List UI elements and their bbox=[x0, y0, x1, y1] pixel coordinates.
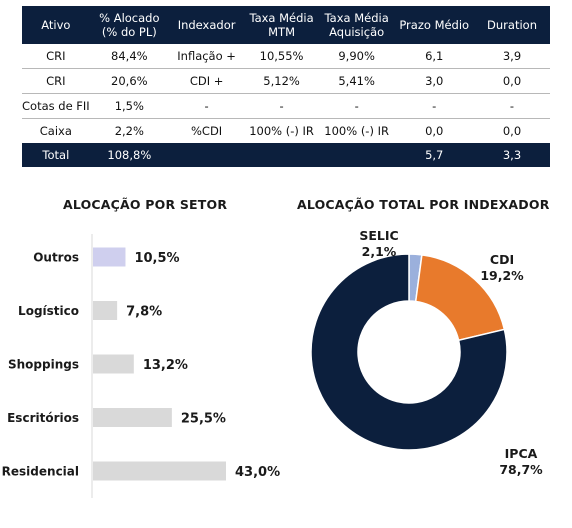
header-taxa-aquisicao: Taxa Média Aquisição bbox=[318, 6, 395, 44]
donut-slice-value-label: 78,7% bbox=[499, 462, 543, 477]
table-cell: 0,0 bbox=[474, 68, 550, 94]
table-cell: - bbox=[244, 93, 319, 119]
bar-value-label: 10,5% bbox=[134, 251, 179, 266]
table-header-row: Ativo % Alocado (% do PL) Indexador Taxa … bbox=[22, 6, 550, 44]
header-taxa-mtm: Taxa Média MTM bbox=[244, 6, 319, 44]
table-cell: 84,4% bbox=[89, 44, 169, 69]
bar-category-label: Outros bbox=[33, 251, 79, 265]
total-cell bbox=[168, 143, 245, 167]
header-alocado: % Alocado (% do PL) bbox=[89, 6, 169, 44]
bar-residencial bbox=[93, 461, 226, 481]
bar-outros bbox=[93, 247, 126, 267]
bar-value-label: 13,2% bbox=[143, 358, 188, 373]
bar-category-label: Escritórios bbox=[7, 411, 79, 425]
bar-shoppings bbox=[93, 354, 134, 374]
donut-slice-ipca bbox=[310, 253, 508, 451]
header-duration: Duration bbox=[474, 6, 550, 44]
table-cell: 0,0 bbox=[425, 124, 444, 138]
donut-slice-value-label: 19,2% bbox=[480, 268, 524, 283]
bar-category-label: Residencial bbox=[2, 465, 79, 479]
donut-slice-name-label: IPCA bbox=[505, 446, 538, 461]
header-prazo-medio: Prazo Médio bbox=[394, 6, 475, 44]
table-cell: CRI bbox=[22, 68, 90, 94]
total-cell: Total bbox=[22, 143, 90, 167]
header-indexador: Indexador bbox=[168, 6, 245, 44]
bar-escritórios bbox=[93, 408, 172, 427]
table-cell: Inflação + bbox=[168, 44, 245, 69]
sector-bar-chart: Outros 10,5% Logístico 7,8% Shoppings 13,2% Es… bbox=[2, 234, 280, 498]
table-cell: CRI bbox=[22, 44, 90, 69]
total-cell: 5,7 bbox=[394, 143, 475, 167]
table-cell: 5,41% bbox=[318, 68, 395, 94]
bar-value-label: 43,0% bbox=[235, 465, 280, 480]
total-cell: 3,3 bbox=[474, 143, 550, 167]
table-cell: 100% (-) IR bbox=[324, 124, 389, 138]
table-cell: 6,1 bbox=[394, 44, 475, 69]
header-ativo: Ativo bbox=[22, 6, 90, 44]
bar-logístico bbox=[93, 301, 118, 320]
table-cell: 3,0 bbox=[394, 68, 475, 94]
table-cell: %CDI bbox=[190, 124, 223, 138]
table-cell: 9,90% bbox=[318, 44, 395, 69]
table-total-row: Total 108,8% 5,7 3,3 bbox=[22, 143, 550, 167]
table-cell: CDI + bbox=[168, 68, 245, 94]
donut-slice-name-label: SELIC bbox=[359, 228, 398, 243]
bar-value-label: 7,8% bbox=[126, 305, 162, 320]
bar-category-label: Shoppings bbox=[8, 358, 79, 372]
table-cell: - bbox=[474, 93, 550, 119]
bar-chart-title: ALOCAÇÃO POR SETOR bbox=[63, 197, 228, 212]
table-cell: - bbox=[168, 93, 245, 119]
table-cell: 1,5% bbox=[89, 93, 169, 119]
table-cell: 100% (-) IR bbox=[249, 124, 314, 138]
table-row: CRI 84,4% Inflação + 10,55% 9,90% 6,1 3,… bbox=[22, 44, 550, 69]
table-cell: - bbox=[318, 93, 395, 119]
table-cell: 3,9 bbox=[474, 44, 550, 69]
total-cell bbox=[244, 143, 319, 167]
table-cell: 0,0 bbox=[502, 124, 522, 138]
table-cell: Caixa bbox=[39, 124, 72, 138]
total-cell: 108,8% bbox=[89, 143, 169, 167]
donut-slice-name-label: CDI bbox=[490, 252, 514, 267]
bar-category-label: Logístico bbox=[18, 304, 79, 318]
total-cell bbox=[318, 143, 395, 167]
bar-value-label: 25,5% bbox=[181, 412, 226, 427]
allocation-table: Ativo % Alocado (% do PL) Indexador Taxa … bbox=[22, 6, 550, 167]
table-cell: 5,12% bbox=[244, 68, 319, 94]
donut-chart-title: ALOCAÇÃO TOTAL POR INDEXADOR bbox=[297, 197, 550, 212]
table-cell: 10,55% bbox=[244, 44, 319, 69]
donut-slice-value-label: 2,1% bbox=[362, 244, 397, 259]
table-cell: 2,2% bbox=[114, 124, 144, 138]
table-cell: 20,6% bbox=[89, 68, 169, 94]
table-cell: - bbox=[394, 93, 475, 119]
table-row: CRI 20,6% CDI + 5,12% 5,41% 3,0 0,0 bbox=[22, 68, 550, 94]
table-row: Cotas de FII 1,5% - - - - - bbox=[22, 93, 550, 119]
table-cell: Cotas de FII bbox=[22, 93, 90, 119]
table-row: Caixa 2,2% %CDI 100% (-) IR 100% (-) IR … bbox=[22, 119, 550, 144]
